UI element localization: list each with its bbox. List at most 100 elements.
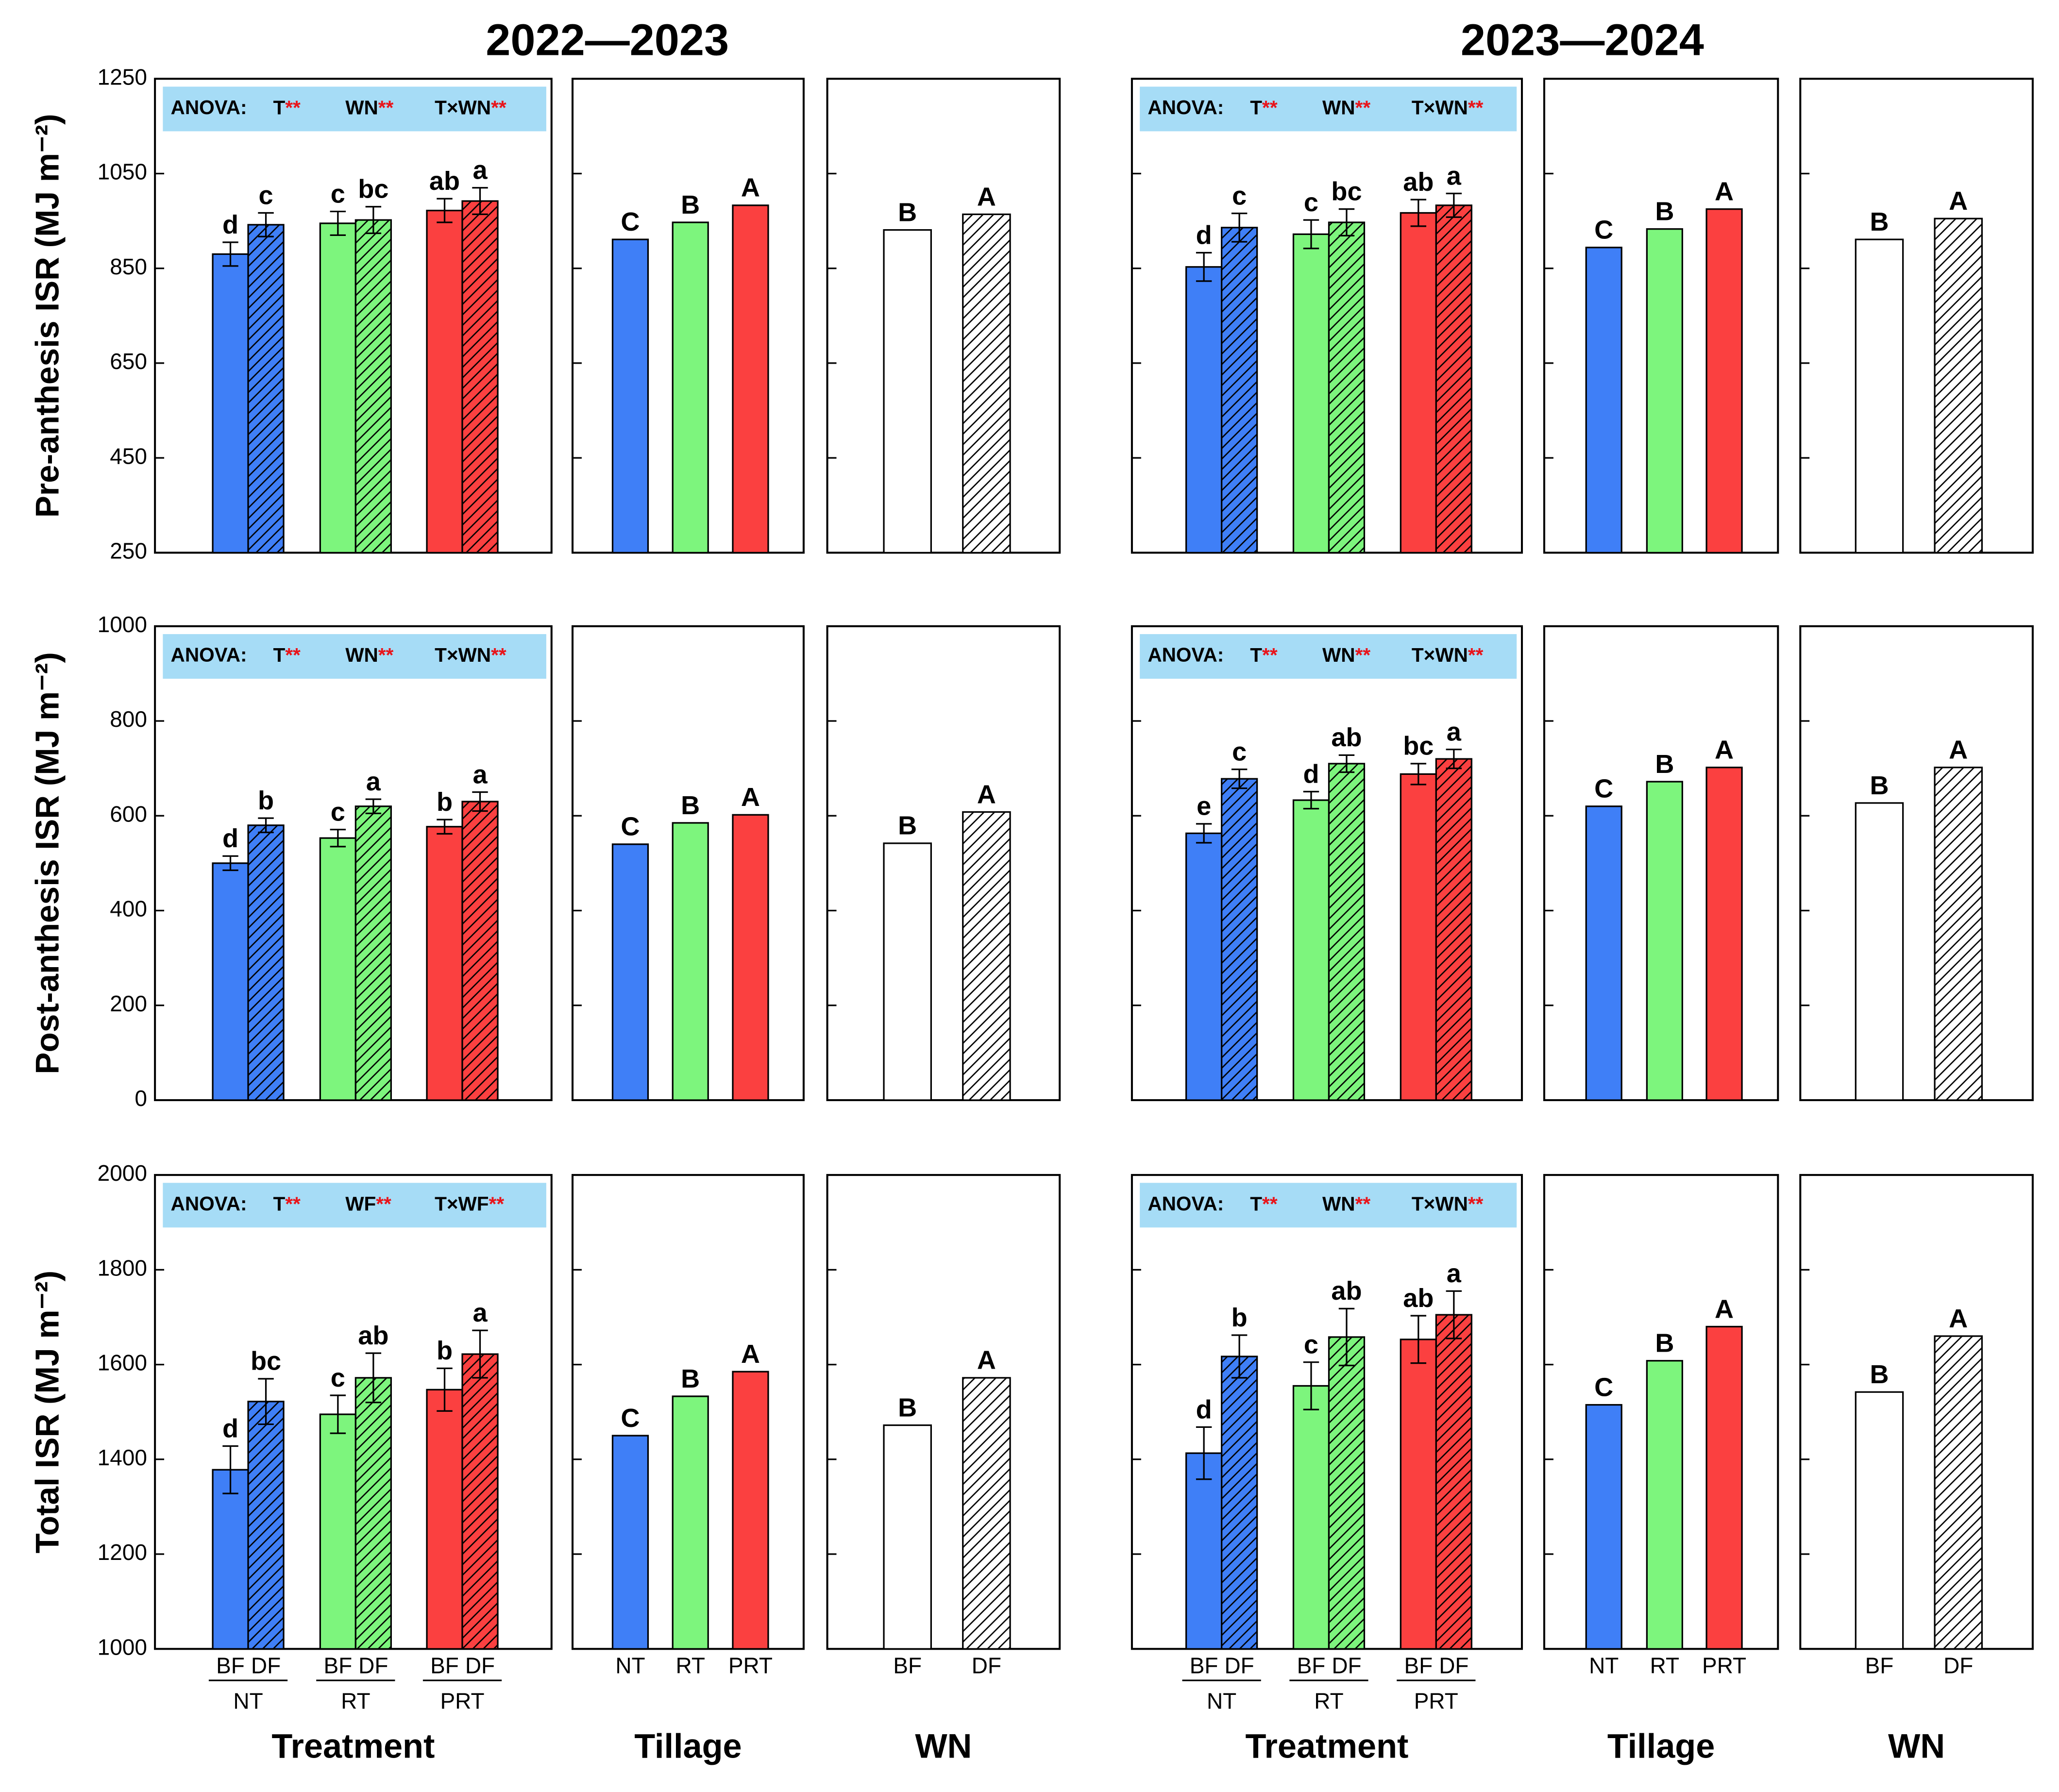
significance-letter: C bbox=[621, 1404, 640, 1433]
significance-letter: c bbox=[331, 179, 345, 208]
significance-letter: b bbox=[1232, 1303, 1248, 1332]
bar bbox=[1646, 228, 1683, 554]
error-bar bbox=[1231, 768, 1248, 789]
x-tick-label: DF bbox=[358, 1653, 388, 1678]
y-tick-label: 250 bbox=[110, 538, 147, 564]
anova-box bbox=[163, 86, 546, 132]
significance-letter: bc bbox=[1331, 177, 1362, 206]
significance-letter: A bbox=[741, 783, 760, 812]
significance-letter: a bbox=[473, 1298, 488, 1327]
significance-letter: B bbox=[681, 791, 700, 820]
panel-frame bbox=[826, 1174, 1061, 1650]
significance-letter: a bbox=[473, 156, 488, 185]
error-bar bbox=[1303, 219, 1319, 250]
bar bbox=[319, 1413, 356, 1650]
bar bbox=[962, 811, 1011, 1101]
column-title: 2023—2024 bbox=[1461, 16, 1704, 65]
x-axis-label: Tillage bbox=[634, 1726, 742, 1765]
bar bbox=[1585, 247, 1622, 554]
anova-term: WN** bbox=[1322, 1192, 1370, 1215]
significance-letter: bc bbox=[251, 1347, 281, 1376]
bar bbox=[1221, 1356, 1258, 1650]
error-bar bbox=[437, 1367, 453, 1412]
anova-term-name: T bbox=[1250, 96, 1262, 118]
bar bbox=[1328, 221, 1366, 554]
bar bbox=[1400, 212, 1437, 554]
anova-box bbox=[1140, 86, 1517, 132]
anova-term: WN** bbox=[1322, 96, 1370, 118]
anova-term-name: T bbox=[273, 644, 285, 666]
significance-letter: A bbox=[977, 1346, 996, 1375]
significance-letter: C bbox=[621, 207, 640, 236]
significance-letter: d bbox=[1303, 759, 1319, 788]
bar bbox=[1585, 1404, 1622, 1650]
bar bbox=[1934, 1335, 1983, 1650]
anova-stars: ** bbox=[376, 1192, 391, 1215]
x-tick-label: BF bbox=[1865, 1653, 1894, 1678]
bar bbox=[461, 801, 499, 1101]
bar bbox=[1934, 767, 1983, 1101]
anova-term: T** bbox=[273, 644, 301, 666]
y-axis-label: Pre-anthesis ISR (MJ m⁻²) bbox=[30, 114, 66, 518]
significance-letter: A bbox=[1715, 177, 1734, 206]
anova-term-name: WF bbox=[345, 1192, 376, 1215]
significance-letter: a bbox=[366, 767, 381, 796]
bar bbox=[1328, 763, 1366, 1101]
group-label: RT bbox=[341, 1688, 370, 1713]
bar bbox=[247, 224, 285, 554]
error-bar bbox=[437, 819, 453, 835]
x-tick-label: DF bbox=[972, 1653, 1001, 1678]
anova-term: T×WN** bbox=[435, 96, 506, 118]
bar bbox=[1292, 799, 1330, 1101]
panel-frame bbox=[1799, 78, 2034, 554]
significance-letter: A bbox=[1949, 736, 1968, 765]
bar bbox=[1292, 233, 1330, 554]
anova-stars: ** bbox=[285, 644, 301, 666]
significance-letter: d bbox=[222, 824, 238, 853]
bar bbox=[1934, 218, 1983, 554]
anova-label: ANOVA: bbox=[1148, 1192, 1224, 1215]
anova-box bbox=[163, 634, 546, 679]
x-tick-label: RT bbox=[675, 1653, 705, 1678]
anova-stars: ** bbox=[1262, 1192, 1278, 1215]
anova-stars: ** bbox=[1355, 96, 1371, 118]
x-axis-label: Treatment bbox=[1245, 1726, 1408, 1765]
significance-letter: ab bbox=[1403, 167, 1434, 197]
anova-term-name: T bbox=[1250, 1192, 1262, 1215]
anova-label: ANOVA: bbox=[1148, 644, 1224, 666]
anova-box bbox=[163, 1183, 546, 1228]
bar bbox=[1185, 832, 1223, 1101]
error-bar bbox=[365, 1352, 382, 1404]
x-axis-label: WN bbox=[1888, 1726, 1945, 1765]
y-tick-label: 450 bbox=[110, 443, 147, 469]
significance-letter: A bbox=[741, 1340, 760, 1369]
anova-term-name: T×WN bbox=[435, 644, 491, 666]
anova-term-name: T×WN bbox=[435, 96, 491, 118]
anova-label: ANOVA: bbox=[171, 644, 247, 666]
bar bbox=[883, 842, 932, 1101]
y-tick-label: 600 bbox=[110, 801, 147, 826]
error-bar bbox=[472, 1329, 488, 1379]
bar bbox=[1185, 266, 1223, 554]
anova-term: T×WF** bbox=[435, 1192, 504, 1215]
bar bbox=[461, 1353, 499, 1650]
x-tick-label: BF bbox=[1297, 1653, 1326, 1678]
anova-term: T** bbox=[1250, 644, 1278, 666]
error-bar bbox=[365, 206, 382, 234]
bar bbox=[732, 1371, 769, 1650]
bar bbox=[962, 213, 1011, 554]
bar bbox=[1221, 227, 1258, 554]
significance-letter: A bbox=[977, 780, 996, 809]
anova-term: WN** bbox=[345, 96, 393, 118]
error-bar bbox=[222, 855, 238, 871]
error-bar bbox=[1410, 199, 1427, 227]
anova-box bbox=[1140, 1183, 1517, 1228]
significance-letter: B bbox=[1655, 1329, 1674, 1358]
anova-stars: ** bbox=[285, 1192, 301, 1215]
significance-letter: B bbox=[1655, 750, 1674, 779]
x-tick-label: NT bbox=[615, 1653, 645, 1678]
bar bbox=[1185, 1452, 1223, 1650]
anova-stars: ** bbox=[378, 644, 394, 666]
anova-term: WF** bbox=[345, 1192, 391, 1215]
